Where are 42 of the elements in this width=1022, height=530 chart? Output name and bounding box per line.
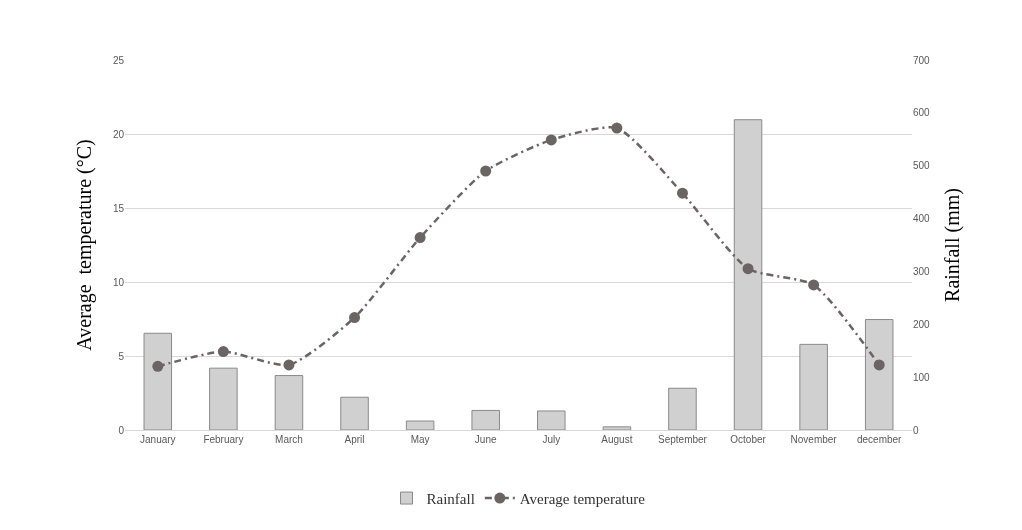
y-tick-label: 15: [112, 202, 125, 214]
point: [873, 359, 885, 371]
y2-tick-label: 400: [913, 213, 931, 225]
x-tick-label: October: [730, 434, 767, 445]
point: [480, 165, 492, 177]
point: [676, 187, 688, 199]
point: [414, 232, 426, 244]
point: [742, 263, 754, 275]
x-tick-label: February: [203, 434, 244, 445]
point: [349, 312, 361, 324]
x-tick-label: April: [344, 434, 365, 445]
y2-tick-label: 500: [913, 160, 931, 172]
point: [808, 279, 820, 291]
x-tick-label: January: [140, 434, 176, 445]
point: [283, 359, 295, 371]
legend-label: Average temperature: [519, 490, 646, 507]
y-tick-label: 20: [112, 128, 125, 140]
y-tick-label: 25: [112, 54, 125, 66]
x-tick-label: November: [790, 434, 838, 445]
legend-label: Rainfall: [426, 490, 475, 507]
y-tick-label: 5: [118, 350, 125, 362]
y2-tick-label: 300: [913, 265, 931, 277]
x-tick-label: July: [542, 434, 561, 445]
x-tick-label: May: [410, 434, 430, 445]
x-tick-label: March: [275, 434, 303, 445]
x-tick-label: december: [856, 434, 903, 445]
y2-tick-label: 0: [913, 424, 919, 436]
y-tick-label: 0: [118, 424, 125, 436]
point: [152, 360, 164, 372]
point: [217, 346, 229, 358]
point: [611, 122, 623, 134]
y-tick-label: 10: [112, 276, 125, 288]
point: [545, 134, 557, 146]
x-tick-label: June: [474, 434, 497, 445]
y2-axis-title: Rainfall (mm): [940, 188, 964, 302]
y2-tick-label: 200: [913, 318, 931, 330]
y2-tick-label: 100: [913, 371, 931, 383]
y2-tick-label: 600: [913, 107, 931, 119]
y2-tick-label: 700: [913, 54, 931, 66]
x-tick-label: September: [658, 434, 708, 445]
y-axis-title: Average temperature (°C): [73, 139, 97, 351]
x-tick-label: August: [601, 434, 633, 445]
